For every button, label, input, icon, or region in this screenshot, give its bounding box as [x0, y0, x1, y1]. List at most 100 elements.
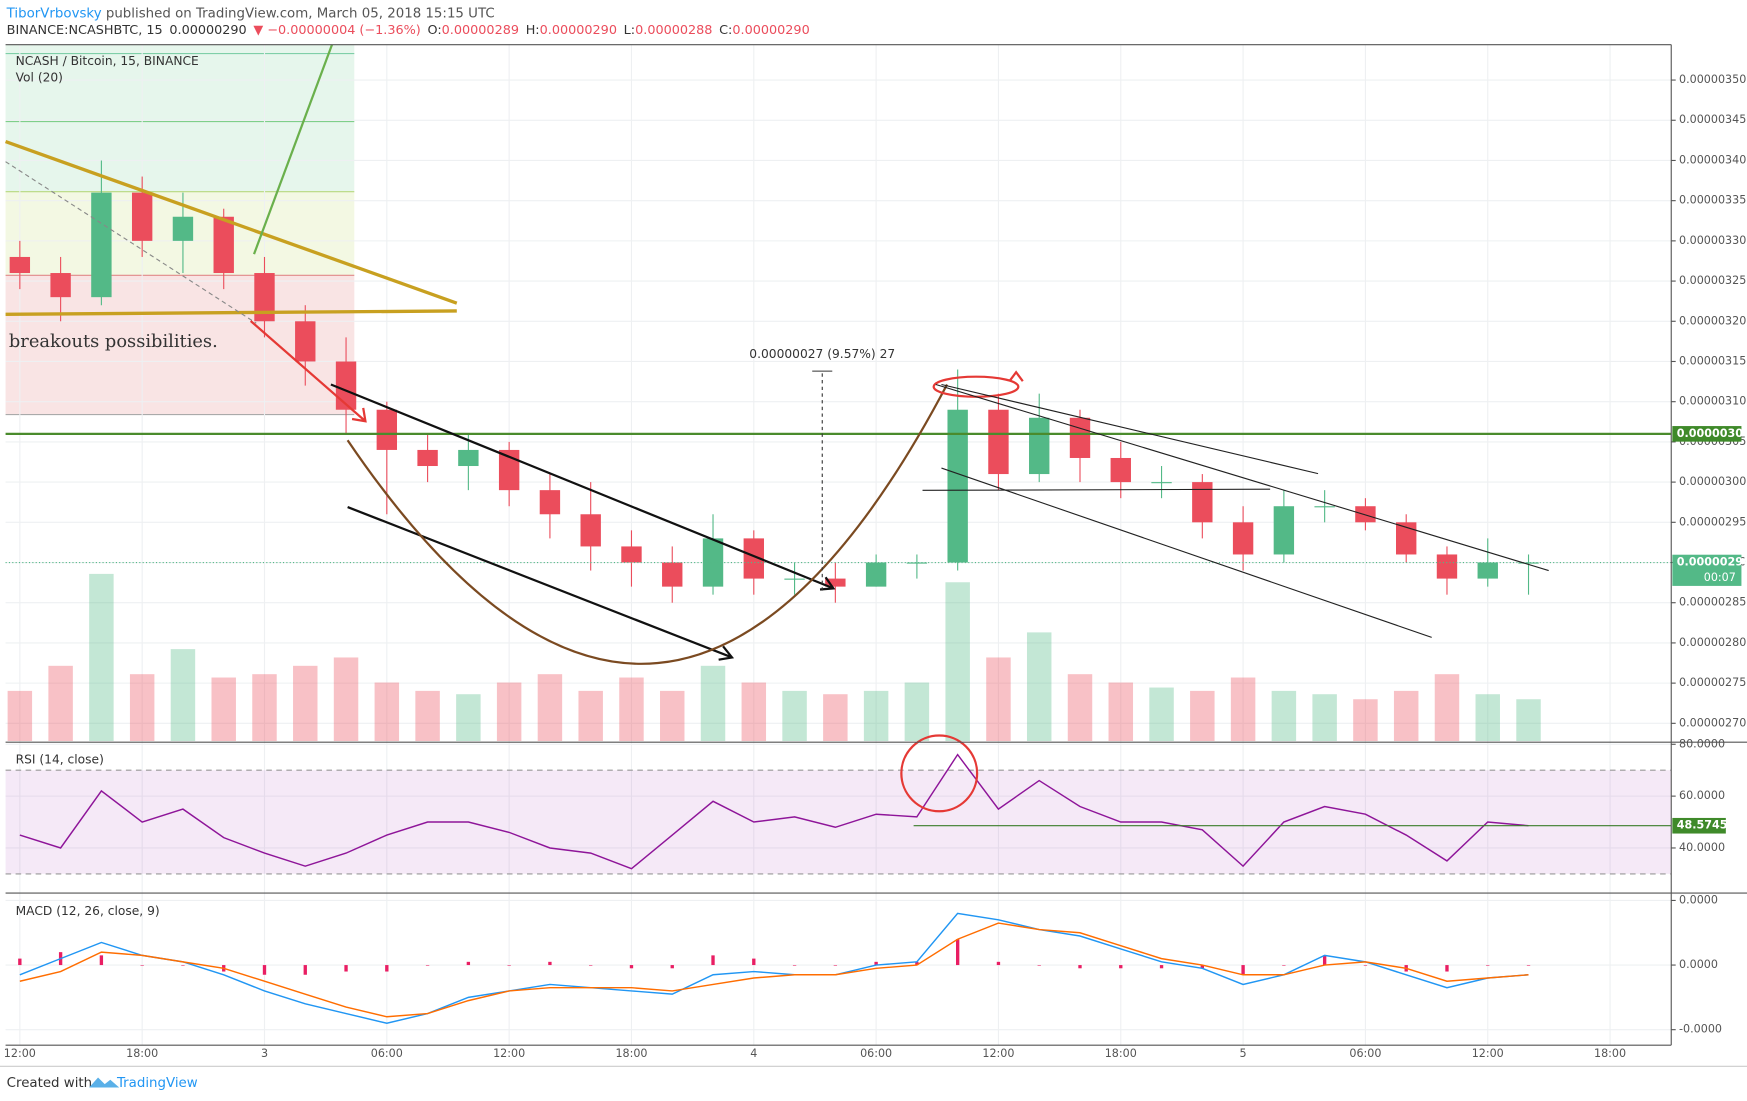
x-tick-label: 18:00 [126, 1047, 158, 1060]
brand-logo [89, 1077, 120, 1088]
y-tick-label: 0.00000280 [1679, 636, 1746, 649]
x-tick-label: 18:00 [1594, 1047, 1626, 1060]
symbol: BINANCE:NCASHBTC, 15 [7, 23, 163, 38]
volume-bar [1312, 694, 1337, 742]
x-tick-label: 06:00 [371, 1047, 403, 1060]
histogram-bar [1241, 965, 1245, 975]
series-line [19, 912, 1529, 1024]
candle-body [1436, 554, 1458, 579]
x-tick-label: 5 [1240, 1047, 1247, 1060]
histogram-bar [262, 965, 267, 975]
footer-text: Created with [7, 1076, 92, 1091]
x-tick-label: 4 [750, 1047, 757, 1060]
candle-body [295, 321, 316, 362]
candle-body [9, 256, 31, 274]
grid [5, 44, 1672, 1046]
histogram-bar [140, 965, 144, 966]
volume-bar [1108, 682, 1134, 742]
measure-label: 0.00000027 (9.57%) 27 [749, 347, 895, 361]
candle-body [865, 562, 887, 587]
candle-body [213, 216, 234, 274]
trend-line [5, 309, 457, 316]
histogram-bar [507, 965, 511, 966]
histogram-bar [466, 961, 471, 966]
candle-body [335, 361, 357, 410]
histogram-bar [1119, 965, 1123, 969]
trend-line [252, 44, 334, 255]
volume-bar [293, 665, 318, 742]
ohlc-value: 0.00000290 [732, 23, 809, 38]
y-tick-label: 0.00000340 [1679, 153, 1746, 166]
histogram-bar [1282, 965, 1286, 966]
volume-bar [1149, 687, 1174, 742]
y-tick-label: 0.00000270 [1679, 716, 1746, 729]
volume-bar [700, 665, 726, 742]
histogram-bar [1445, 965, 1449, 972]
y-tick-label: 0.00000300 [1679, 475, 1746, 488]
x-tick-label: 12:00 [1472, 1047, 1504, 1060]
volume-bar [578, 690, 603, 742]
candle-body [1518, 562, 1539, 564]
drawings [5, 44, 1672, 827]
candle-body [1314, 506, 1335, 508]
volume-bar [986, 657, 1011, 742]
frame [5, 44, 1747, 1046]
y-tick-label: 0.00000320 [1679, 314, 1746, 327]
histogram-bar [874, 961, 878, 966]
rsi-last-label: 48.5745 [1677, 819, 1728, 832]
volume-bar [48, 665, 73, 742]
candle-body [580, 514, 601, 547]
y-tick-label: 0.00000315 [1679, 354, 1746, 367]
candle-body [1477, 562, 1498, 579]
volume-bar [1190, 690, 1215, 742]
volume-bar [415, 690, 440, 742]
x-tick-label: 12:00 [4, 1047, 36, 1060]
volume-bar [170, 649, 196, 742]
author[interactable]: TiborVrbovsky [6, 6, 102, 21]
x-tick-label: 18:00 [1105, 1047, 1137, 1060]
candle-body [417, 449, 438, 467]
ohlc-key: O: [427, 23, 441, 38]
candle-body [1355, 506, 1376, 523]
candle-body [1192, 482, 1213, 523]
candle-body [1110, 457, 1131, 483]
volume-bar [1230, 677, 1256, 742]
trend-line [5, 161, 257, 324]
candle-body [702, 538, 724, 587]
histogram-bar [181, 965, 185, 966]
marks [5, 160, 1672, 1024]
rsi-title: RSI (14, close) [16, 752, 104, 766]
volume-bar [782, 690, 807, 742]
volume-bar [741, 682, 767, 742]
volume-bar [1067, 674, 1093, 742]
candle-body [458, 449, 479, 467]
volume-bar [456, 694, 481, 742]
y-tick-label: 0.00000285 [1679, 596, 1746, 609]
x-tick-label: 12:00 [493, 1047, 525, 1060]
volume-bar [1434, 674, 1460, 742]
support-line [922, 488, 1271, 491]
y-tick-label: 0.00000295 [1679, 515, 1746, 528]
channel-line [941, 467, 1432, 638]
histogram-bar [1363, 965, 1368, 966]
volume-bar [823, 694, 848, 742]
volume-bar [660, 690, 685, 742]
rsi-tag [1672, 817, 1726, 834]
histogram-bar [303, 965, 307, 975]
volume-bar [619, 677, 644, 742]
countdown: 00:07 [1704, 571, 1736, 584]
candle-body [1029, 417, 1050, 475]
y-tick-label: -0.0000 [1679, 1023, 1722, 1036]
y-tick-label: 0.00000330 [1679, 234, 1746, 247]
series-line [19, 753, 1529, 870]
volume-bar [537, 674, 563, 742]
histogram-bar [752, 958, 756, 966]
ohlc-value: 0.00000290 [540, 23, 617, 38]
footer-brand[interactable]: TradingView [116, 1076, 198, 1091]
y-tick-label: 0.00000345 [1679, 113, 1746, 126]
y-tick-label: 0.00000325 [1679, 274, 1746, 287]
histogram-bar [792, 965, 797, 966]
candle-body [1396, 522, 1417, 555]
histogram-bar [711, 955, 715, 966]
volume-bar [374, 682, 400, 742]
